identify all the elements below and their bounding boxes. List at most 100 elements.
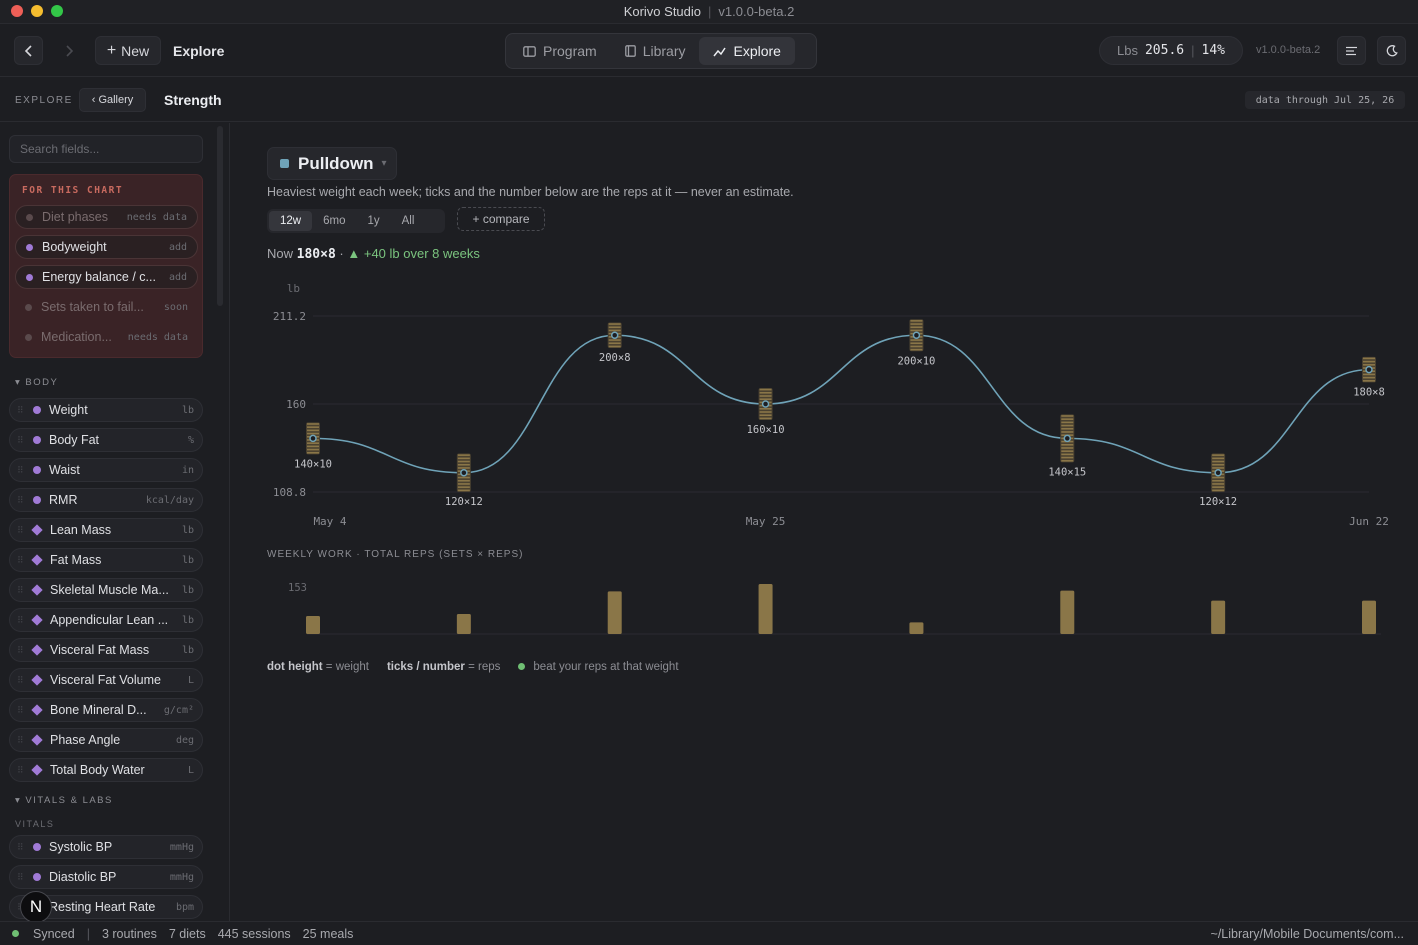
breadcrumb: EXPLORE ‹ Gallery Strength data through … — [0, 78, 1418, 122]
field-unit: lb — [181, 404, 194, 416]
tab-library[interactable]: Library — [611, 37, 700, 65]
drag-handle-icon[interactable]: ⠿ — [17, 434, 24, 445]
search-input[interactable] — [9, 135, 203, 163]
drag-handle-icon[interactable]: ⠿ — [17, 841, 24, 852]
avatar[interactable]: N — [20, 891, 52, 921]
sidebar-field-item[interactable]: ⠿ Body Fat% — [9, 428, 203, 452]
weight-point — [761, 400, 770, 408]
sidebar-field-item[interactable]: ⠿ Phase Angle deg — [9, 728, 203, 752]
body-section-toggle[interactable]: ▾ BODY — [15, 377, 59, 388]
view-switcher: Program Library Explore — [505, 33, 817, 69]
x-tick-label: May 4 — [313, 515, 346, 528]
sidebar-field-item[interactable]: ⠿ RMR kcal/day — [9, 488, 203, 512]
minimize-window-button[interactable] — [31, 5, 43, 17]
back-button[interactable] — [14, 36, 43, 65]
menu-button[interactable] — [1337, 36, 1366, 65]
legend-weight: dot height = weight — [267, 661, 369, 673]
sidebar-field-item[interactable]: ⠿ Fat Mass lb — [9, 548, 203, 572]
tab-explore-label: Explore — [733, 43, 781, 59]
theme-toggle-button[interactable] — [1377, 36, 1406, 65]
sidebar-field-item[interactable]: ⠿ Systolic BP mmHg — [9, 835, 203, 859]
for-chart-item-tag: soon — [163, 301, 188, 313]
sidebar-field-item[interactable]: ⠿ Bone Mineral D... g/cm² — [9, 698, 203, 722]
diamond-marker-icon — [31, 524, 43, 536]
tab-program[interactable]: Program — [509, 37, 611, 65]
for-chart-item[interactable]: Sets taken to fail... soon — [15, 295, 198, 319]
point-label: 120×12 — [1199, 496, 1237, 508]
new-button[interactable]: + New — [95, 36, 161, 65]
sidebar-field-item[interactable]: ⠿ Waist in — [9, 458, 203, 482]
for-chart-item[interactable]: Bodyweight add — [15, 235, 198, 259]
drag-handle-icon[interactable]: ⠿ — [17, 554, 24, 565]
range-option-1y[interactable]: 1y — [367, 215, 380, 227]
drag-handle-icon[interactable]: ⠿ — [17, 614, 24, 625]
exercise-name: Pulldown — [298, 153, 374, 173]
tab-explore[interactable]: Explore — [699, 37, 795, 65]
sidebar-scrollbar[interactable] — [217, 126, 223, 306]
for-chart-item[interactable]: Diet phases needs data — [15, 205, 198, 229]
close-window-button[interactable] — [11, 5, 23, 17]
range-option-6mo[interactable]: 6mo — [323, 215, 346, 227]
drag-handle-icon[interactable]: ⠿ — [17, 494, 24, 505]
chart-description: Heaviest weight each week; ticks and the… — [267, 185, 794, 199]
for-chart-item[interactable]: Energy balance / c... add — [15, 265, 198, 289]
field-unit: lb — [181, 554, 194, 566]
for-chart-item-name: Bodyweight — [42, 240, 107, 254]
range-option-12w[interactable]: 12w — [269, 211, 313, 231]
status-divider: | — [86, 926, 90, 941]
drag-handle-icon[interactable]: ⠿ — [17, 704, 24, 715]
drag-handle-icon[interactable]: ⠿ — [17, 524, 24, 535]
field-unit: L — [187, 764, 194, 776]
for-chart-item-name: Sets taken to fail... — [41, 300, 144, 314]
drag-handle-icon[interactable]: ⠿ — [17, 764, 24, 775]
library-path[interactable]: ~/Library/Mobile Documents/com... — [1210, 926, 1404, 941]
weight-point — [1214, 469, 1222, 477]
menu-lines-icon — [1346, 46, 1357, 55]
legend-weight-key: dot height — [267, 661, 323, 673]
field-unit: lb — [181, 644, 194, 656]
point-label: 180×8 — [1353, 386, 1385, 398]
sidebar-field-item[interactable]: ⠿ Lean Mass lb — [9, 518, 203, 542]
sidebar-field-item[interactable]: ⠿ Weight lb — [9, 398, 203, 422]
compare-button[interactable]: + compare — [457, 207, 545, 231]
toolbar: + New Explore Program Library Explore Lb… — [0, 25, 1418, 77]
y-axis-unit-label: lb — [287, 282, 300, 295]
sidebar-field-item[interactable]: ⠿ Total Body Water L — [9, 758, 203, 782]
zoom-window-button[interactable] — [51, 5, 63, 17]
field-name: Bone Mineral D... — [50, 703, 147, 717]
drag-handle-icon[interactable]: ⠿ — [17, 404, 24, 415]
forward-button[interactable] — [54, 36, 83, 65]
field-unit: lb — [181, 614, 194, 626]
for-chart-item-name: Energy balance / c... — [42, 270, 156, 284]
weight-line-chart: lb 211.2 160 108.8 140×10 120×12 200×8 160×10 20… — [273, 282, 1389, 528]
diamond-marker-icon — [31, 764, 43, 776]
body-stats-pill[interactable]: Lbs 205.6 | 14% — [1099, 36, 1243, 65]
drag-handle-icon[interactable]: ⠿ — [17, 734, 24, 745]
sidebar-field-item[interactable]: ⠿ Visceral Fat Volume L — [9, 668, 203, 692]
vitals-section-toggle[interactable]: ▾ VITALS & LABS — [15, 795, 113, 806]
range-option-all[interactable]: All — [401, 215, 415, 227]
sidebar-field-item[interactable]: ⠿ Diastolic BP mmHg — [9, 865, 203, 889]
field-unit: g/cm² — [163, 704, 194, 716]
for-chart-item[interactable]: Medication... needs data — [15, 325, 198, 349]
field-unit: lb — [181, 584, 194, 596]
exercise-selector[interactable]: Pulldown ▾ — [267, 147, 397, 180]
window-version: v1.0.0-beta.2 — [718, 4, 795, 19]
field-name: Weight — [49, 403, 88, 417]
dot-marker-icon — [33, 436, 41, 444]
drag-handle-icon[interactable]: ⠿ — [17, 871, 24, 882]
drag-handle-icon[interactable]: ⠿ — [17, 584, 24, 595]
drag-handle-icon[interactable]: ⠿ — [17, 464, 24, 475]
sidebar-field-item[interactable]: ⠿ Visceral Fat Mass lb — [9, 638, 203, 662]
sidebar-field-item[interactable]: ⠿ Appendicular Lean ... lb — [9, 608, 203, 632]
drag-handle-icon[interactable]: ⠿ — [17, 674, 24, 685]
field-name: Total Body Water — [50, 763, 145, 777]
legend-beat: beat your reps at that weight — [518, 661, 679, 673]
point-label: 200×8 — [599, 352, 631, 364]
window-title: Korivo Studio — [623, 4, 702, 19]
body-section-title: BODY — [25, 377, 59, 388]
gallery-back-button[interactable]: ‹ Gallery — [79, 88, 146, 112]
for-chart-item-tag: add — [168, 271, 187, 283]
drag-handle-icon[interactable]: ⠿ — [17, 644, 24, 655]
sidebar-field-item[interactable]: ⠿ Skeletal Muscle Ma... lb — [9, 578, 203, 602]
